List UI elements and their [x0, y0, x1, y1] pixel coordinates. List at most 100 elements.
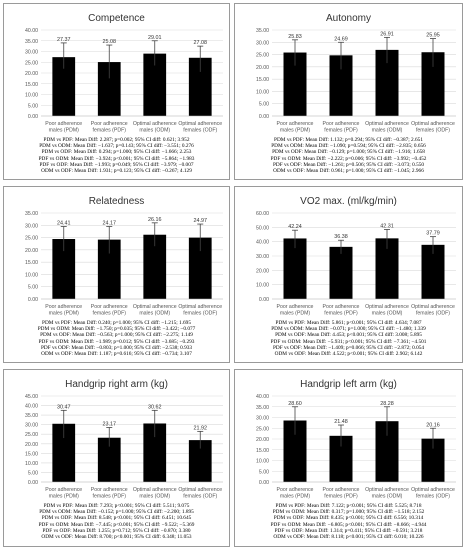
y-tick-label: 15.00 [25, 260, 38, 266]
y-tick-label: 10.00 [256, 283, 269, 289]
bar [188, 440, 212, 482]
x-tick-label: males (PDM) [49, 311, 80, 317]
bar [421, 52, 445, 116]
x-tick-label: females (ODF) [183, 311, 217, 317]
y-tick-label: 40.00 [256, 394, 269, 400]
x-tick-label: Poor adherence [91, 304, 128, 310]
stats-line: PDM vs PDF: Mean Diff: 0.240; p=1.000; 9… [42, 320, 191, 326]
y-tick-label: 25.00 [256, 426, 269, 432]
value-label: 24.69 [334, 36, 348, 42]
x-tick-label: Poor adherence [45, 304, 82, 310]
x-tick-label: Optimal adherence [133, 487, 177, 493]
x-tick-label: females (ODF) [416, 494, 450, 500]
bar [52, 57, 76, 116]
y-tick-label: 15.00 [25, 82, 38, 88]
stats-line: PDM vs ODF: Mean Diff: 8.435; p<0.001; 9… [273, 515, 424, 522]
stats-line: PDM vs PDF: Mean Diff: 7.122; p<0.001; 9… [275, 503, 422, 509]
value-label: 24.41 [57, 221, 71, 227]
stats-line: PDF vs ODM: Mean Diff: −5.931; p<0.001; … [270, 338, 427, 345]
x-tick-label: males (PDM) [49, 128, 80, 134]
x-tick-label: males (PDM) [280, 128, 311, 134]
stats-line: PDM vs ODM: Mean Diff: −0.071; p=1.000; … [271, 326, 426, 333]
y-tick-label: 15.00 [256, 448, 269, 454]
y-tick-label: 0.00 [28, 114, 38, 120]
x-tick-label: males (ODM) [372, 128, 403, 134]
x-tick-label: males (ODM) [372, 311, 403, 317]
pairwise-stats: PDM vs PDF: Mean Diff: 2.287; p=0.002; 9… [6, 137, 227, 174]
handgrip-right-chart-panel: Handgrip right arm (kg) 0.00 5.00 10.00 15.0… [3, 369, 230, 547]
stats-line: PDF vs ODM: Mean Diff: −6.805; p<0.001; … [270, 521, 427, 528]
value-label: 21.92 [194, 425, 208, 431]
value-label: 25.08 [103, 39, 117, 45]
bar [188, 237, 212, 299]
pairwise-stats: PDM vs PDF: Mean Diff: 5.861; p<0.001; 9… [237, 320, 460, 357]
value-label: 26.91 [380, 31, 394, 37]
stats-line: PDF vs ODF: Mean Diff: −1.261; p=0.506; … [272, 161, 425, 168]
pairwise-stats: PDM vs PDF: Mean Diff: 0.240; p=1.000; 9… [6, 320, 227, 357]
stats-line: PDF vs ODM: Mean Diff: −2.222; p=0.006; … [270, 155, 427, 162]
x-tick-label: females (ODF) [416, 128, 450, 134]
y-tick-label: 45.00 [25, 394, 38, 400]
y-tick-label: 35.00 [25, 413, 38, 419]
y-tick-label: 30.00 [256, 416, 269, 422]
y-tick-label: 30.00 [256, 40, 269, 46]
y-tick-label: 20.00 [25, 71, 38, 77]
y-tick-label: 20.00 [256, 437, 269, 443]
y-tick-label: 40.00 [25, 404, 38, 410]
bar [375, 49, 399, 117]
x-tick-label: Poor adherence [91, 487, 128, 493]
bar [375, 238, 399, 299]
vo2max-chart-panel: VO2 max. (ml/kg/min) 0.00 10.00 20.00 30.00 4… [234, 186, 463, 363]
stats-line: ODM vs ODF: Mean Diff: 1.187; p=0.616; 9… [41, 351, 192, 358]
bar-chart: VO2 max. (ml/kg/min) 0.00 10.00 20.00 30.00 4… [256, 196, 456, 317]
x-tick-label: Optimal adherence [178, 121, 222, 127]
y-tick-label: 25.00 [25, 432, 38, 438]
x-tick-label: Optimal adherence [411, 487, 455, 493]
stats-line: ODM vs ODF: Mean Diff: 8.700; p<0.001; 9… [41, 534, 192, 541]
stats-line: PDM vs ODM: Mean Diff: −1.750; p=0.035; … [37, 326, 196, 333]
x-tick-label: Poor adherence [45, 487, 82, 493]
bar [329, 246, 353, 299]
value-label: 29.01 [148, 35, 162, 41]
y-tick-label: 5.00 [28, 103, 38, 109]
stats-line: PDF vs ODF: Mean Diff: −0.803; p=1.000; … [40, 344, 193, 351]
chart-title: Handgrip right arm (kg) [65, 379, 168, 390]
value-label: 28.28 [380, 401, 394, 407]
stats-line: PDF vs ODM: Mean Diff: −1.989; p=0.012; … [38, 338, 195, 345]
chart-title: Relatedness [89, 196, 145, 207]
x-tick-label: males (ODM) [372, 494, 403, 500]
bar-chart: Competence 0.00 5.00 10.00 15.00 20.00 25.00 30… [25, 13, 223, 134]
stats-line: PDM vs PDF: Mean Diff: 1.132; p=0.294; 9… [274, 137, 423, 143]
y-tick-label: 35.00 [25, 211, 38, 217]
stats-line: PDM vs PDF: Mean Diff: 7.293; p<0.001; 9… [43, 503, 190, 509]
y-tick-label: 0.00 [259, 297, 269, 303]
value-label: 23.17 [103, 422, 117, 428]
x-tick-label: Optimal adherence [411, 304, 455, 310]
bar [421, 244, 445, 299]
pairwise-stats: PDM vs PDF: Mean Diff: 7.122; p<0.001; 9… [237, 503, 460, 540]
x-tick-label: females (PDF) [93, 311, 127, 317]
handgrip-left-chart-panel: Handgrip left arm (kg) 0.00 5.00 10.00 15.00… [234, 369, 463, 547]
x-tick-label: males (ODM) [139, 311, 170, 317]
stats-line: PDM vs ODM: Mean Diff: −0.152; p=1.000; … [39, 509, 194, 516]
value-label: 20.16 [426, 422, 440, 428]
value-label: 27.08 [194, 40, 208, 46]
value-label: 21.48 [334, 419, 348, 425]
x-tick-label: females (PDF) [324, 128, 358, 134]
x-tick-label: Optimal adherence [133, 304, 177, 310]
chart-title: Handgrip left arm (kg) [300, 379, 397, 390]
bar [329, 435, 353, 482]
value-label: 27.37 [57, 37, 71, 43]
stats-line: ODM vs ODF: Mean Diff: 4.522; p<0.001; 9… [274, 351, 423, 358]
x-tick-label: females (ODF) [183, 128, 217, 134]
stats-line: PDM vs ODM: Mean Diff: −1.090; p=0.594; … [271, 143, 426, 150]
y-tick-label: 5.00 [259, 102, 269, 108]
x-tick-label: Poor adherence [277, 304, 314, 310]
y-tick-label: 10.00 [25, 461, 38, 467]
y-tick-label: 20.00 [25, 248, 38, 254]
y-tick-label: 60.00 [256, 211, 269, 217]
value-label: 25.83 [288, 34, 302, 40]
x-tick-label: females (PDF) [324, 494, 358, 500]
y-tick-label: 0.00 [28, 480, 38, 486]
x-tick-label: males (ODM) [139, 494, 170, 500]
